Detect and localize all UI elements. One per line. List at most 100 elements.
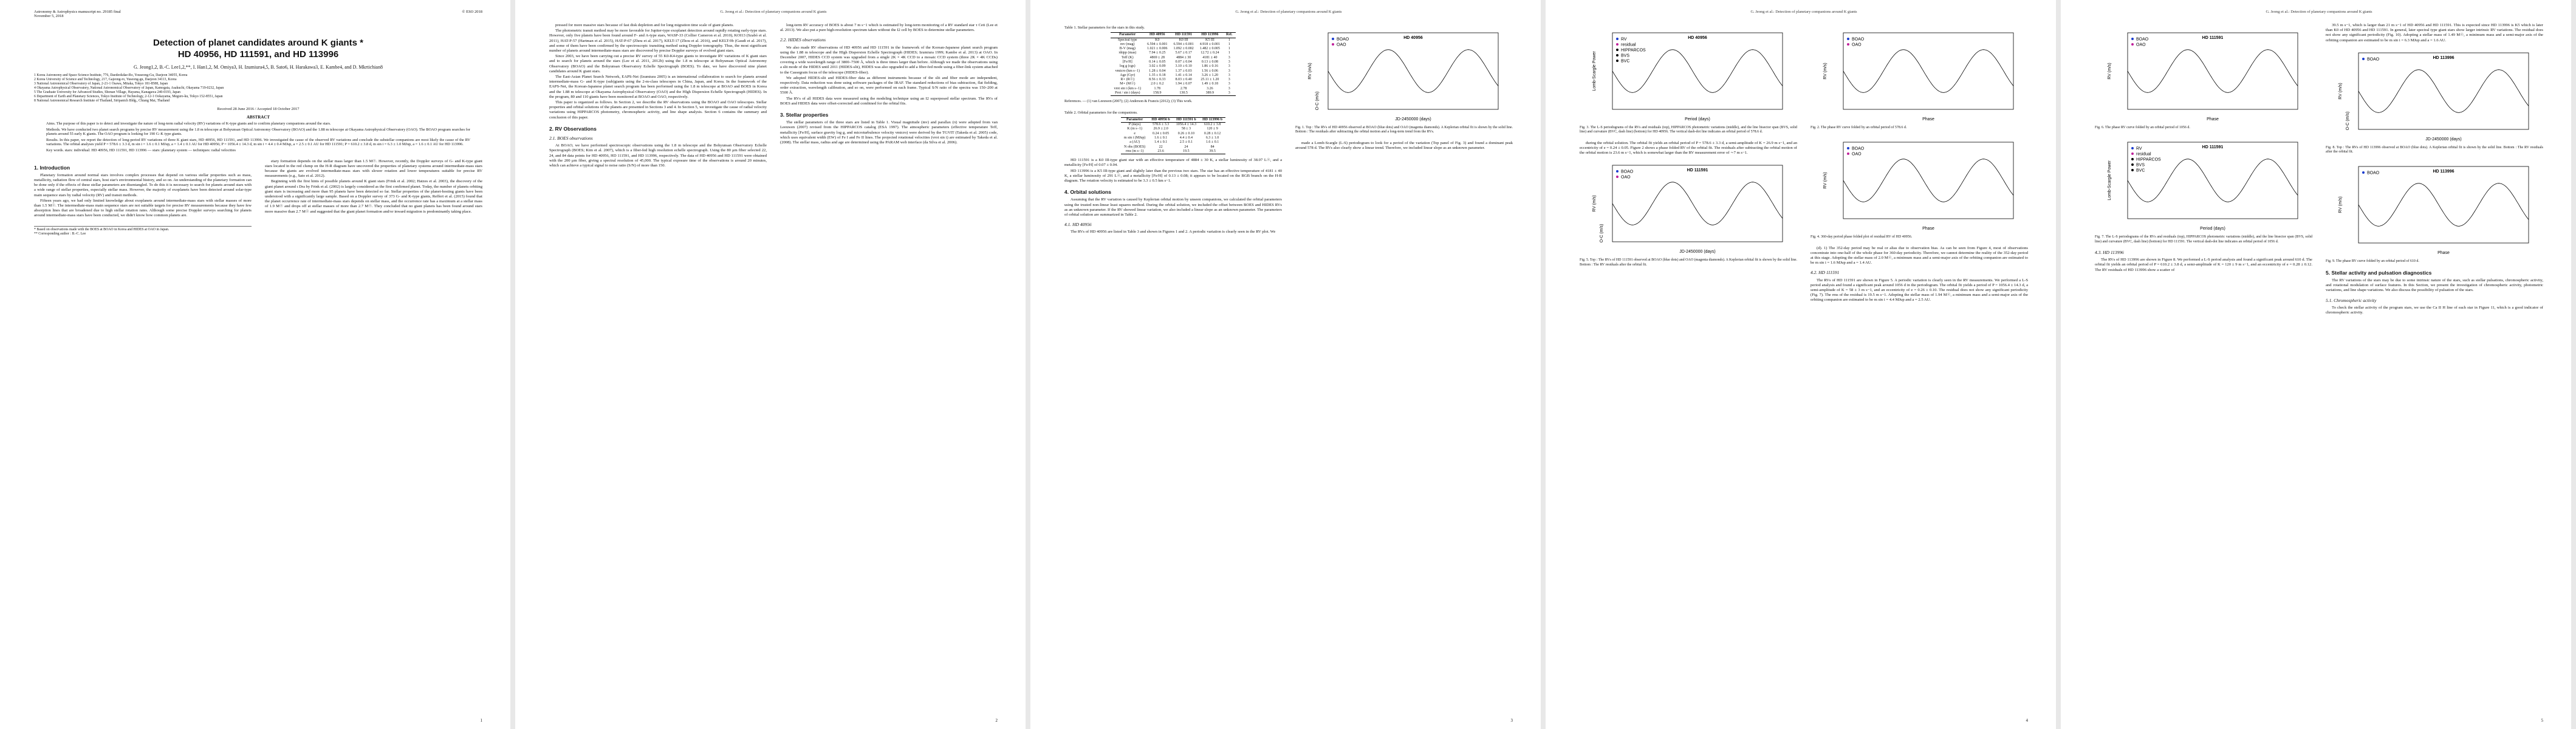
table-cell: 4.918 ± 0.001 [1199, 42, 1221, 46]
column-header: HD 111591 b [1176, 117, 1196, 122]
plot-frame [2127, 142, 2298, 219]
table-cell: 578.6 ± 3.3 [1152, 123, 1170, 127]
column-header: HD 113996 [1201, 33, 1219, 37]
legend-marker [2131, 152, 2134, 156]
subsection-heading: 4.3. HD 113996 [2095, 249, 2124, 255]
figure: HD 113996 BOAO Phase RV (m/s) [2338, 166, 2529, 255]
running-head: G. Jeong et al.: Detection of planetary … [1235, 10, 1342, 14]
table-cell: 158.9 [1153, 91, 1162, 95]
table-head: Parameter HD 40956 b HD 111591 b HD 113996 … [1120, 117, 1226, 123]
abstract-text: Results. In this paper, we report the de… [46, 137, 470, 147]
table-cell: R⋆ (R☉) [1120, 78, 1135, 82]
columns: 1. Introduction Planetary formation aroun… [34, 159, 482, 236]
table-cell: 1 [1228, 51, 1230, 55]
figure-caption: Fig. 1. Top : The RVs of HD 40956 observ… [1295, 126, 1513, 134]
paragraph: Assuming that the RV variation is caused… [1064, 197, 1282, 217]
legend-label: OAO [1852, 43, 1862, 47]
figure: HD 111591 BOAO OAO JD-2450000 (days) RV (m/s… [1592, 165, 1783, 254]
column: Table 1. Stellar parameters for the star… [1064, 23, 1282, 236]
table-cell: 1.6 ± 0.1 [1205, 140, 1219, 145]
abstract-heading: ABSTRACT [246, 115, 270, 120]
legend-label: residual [1621, 43, 1636, 47]
table-cell: 19.5 [1183, 149, 1190, 153]
legend-label: BVS [1621, 54, 1629, 58]
table-cell: 1 [1228, 42, 1230, 46]
table-row: R⋆ (R☉) 8.56 ± 0.33 8.03 ± 0.40 25.11 ± 1.2… [1111, 78, 1235, 82]
legend-label: OAO [1852, 152, 1862, 157]
affiliation: 5 The Graduate University for Advanced S… [34, 91, 180, 94]
table-body: Spectral type K0 K0 III K5 III 1 mv (mag) 6.59… [1111, 38, 1236, 96]
paragraph: Beginning with the first hints of possib… [265, 179, 482, 214]
legend-label: BOAO [2367, 57, 2380, 61]
legend-label: OAO [2136, 43, 2146, 47]
table-cell: vrot sin i (km s−1) [1114, 86, 1142, 91]
x-axis-label: Period (days) [1685, 117, 1710, 122]
legend-label: OAO [1337, 43, 1346, 47]
affiliation: 8 National Astronomical Research Institu… [34, 99, 170, 103]
legend-marker [1616, 60, 1619, 62]
table-cell: 1 [1228, 38, 1230, 42]
table-cell: 3 [1228, 78, 1230, 82]
table-row: vmicro (km s−1) 1.28 ± 0.04 1.37 ± 0.03 1.5… [1111, 69, 1235, 74]
figure-caption: Fig. 6. The phase RV curve folded by an … [2095, 126, 2190, 129]
plot-frame [2358, 166, 2529, 244]
column: 39.5 m s−1, which is larger than 21 m s−… [2326, 23, 2543, 316]
figure-caption: Fig. 8. Top : The RVs of HD 113996 obser… [2326, 145, 2543, 154]
table-cell: P (days) [1128, 123, 1141, 127]
table-cell: 6.3 ± 1.0 [1205, 136, 1219, 140]
page-number: 4 [2026, 718, 2029, 723]
table-cell: 1.49 ± 0.18 [1201, 82, 1219, 86]
paragraph: HD 113996 is a K5 III-type giant and sli… [1064, 168, 1282, 183]
panel-label: HD 111591 [2202, 36, 2224, 40]
table-cell: 1.092 ± 0.002 [1173, 47, 1194, 51]
table-row: e 0.24 ± 0.05 0.26 ± 0.10 0.28 ± 0.12 [1121, 132, 1225, 136]
table-cell: 0.13 ± 0.08 [1201, 60, 1219, 64]
legend-marker [1847, 38, 1849, 40]
table-cell: 24 [1184, 145, 1188, 149]
column: etary formation depends on the stellar m… [265, 159, 482, 236]
panel-label: HD 40956 [1403, 36, 1423, 40]
abstract-text: Methods. We have conducted two planet se… [46, 127, 470, 137]
table-cell: 0.24 ± 0.05 [1152, 131, 1170, 135]
table-cell: 4869 ± 28 [1149, 55, 1165, 60]
table-cell: M⋆ (M☉) [1120, 82, 1136, 86]
page-number: 2 [995, 718, 998, 723]
table-cell: mv (mag) [1120, 42, 1135, 46]
subsection-heading: 2.1. BOES observations [549, 135, 593, 142]
page-header: G. Jeong et al.: Detection of planetary … [1580, 10, 2028, 23]
columns: HD 40956 RV residual HIPPARCOS BVS BVC Period … [1580, 23, 2028, 304]
x-axis-label: JD-2450000 (days) [2425, 137, 2462, 142]
legend-marker [1616, 38, 1619, 40]
table-cell: Teff (K) [1121, 55, 1134, 60]
table-cell: Age (Gyr) [1120, 73, 1136, 77]
table-title: Table 2. Orbital parameters for the comp… [1064, 110, 1138, 115]
legend-marker [1616, 49, 1619, 51]
table-cell: [Fe/H] [1122, 60, 1132, 64]
x-axis-label: Phase [1922, 227, 1934, 231]
table-cell: 3.02 ± 0.09 [1149, 64, 1166, 69]
y-axis-label: RV (m/s) [2338, 197, 2343, 213]
column: BOAO OAO Phase RV (m/s) Fig. 2. The phase RV… [1810, 23, 2028, 304]
x-axis-label: Phase [1922, 117, 1934, 122]
table-row: πhipp (mas) 7.94 ± 0.25 5.67 ± 0.17 12.72 ±… [1111, 51, 1235, 55]
y-axis-label: RV (m/s) [2108, 63, 2112, 79]
table-cell: 1.56 ± 0.06 [1201, 69, 1219, 73]
curve [2358, 69, 2529, 113]
page: Astronomy & Astrophysics manuscript no. … [0, 0, 510, 729]
paragraph: The stellar parameters of the three star… [780, 120, 998, 145]
running-head: G. Jeong et al.: Detection of planetary … [720, 10, 827, 14]
legend-marker [1332, 43, 1334, 46]
paragraph: 39.5 m s−1, which is larger than 21 m s−… [2326, 23, 2543, 43]
table-row: Prot / sin i (days) 158.9 130.5 389.9 3 [1111, 91, 1236, 96]
column-header: HD 40956 b [1151, 117, 1170, 122]
table-cell: N obs (BOES) [1124, 145, 1146, 149]
legend-marker [2362, 57, 2365, 60]
legend-marker [2131, 158, 2134, 161]
plot-frame [1327, 32, 1499, 110]
column: 1. Introduction Planetary formation aroun… [34, 159, 252, 236]
x-axis-label: JD-2450000 (days) [1679, 250, 1716, 254]
paragraph: At BOAO, we have performed spectroscopic… [549, 143, 767, 168]
table-cell: 39.5 [1209, 149, 1216, 153]
